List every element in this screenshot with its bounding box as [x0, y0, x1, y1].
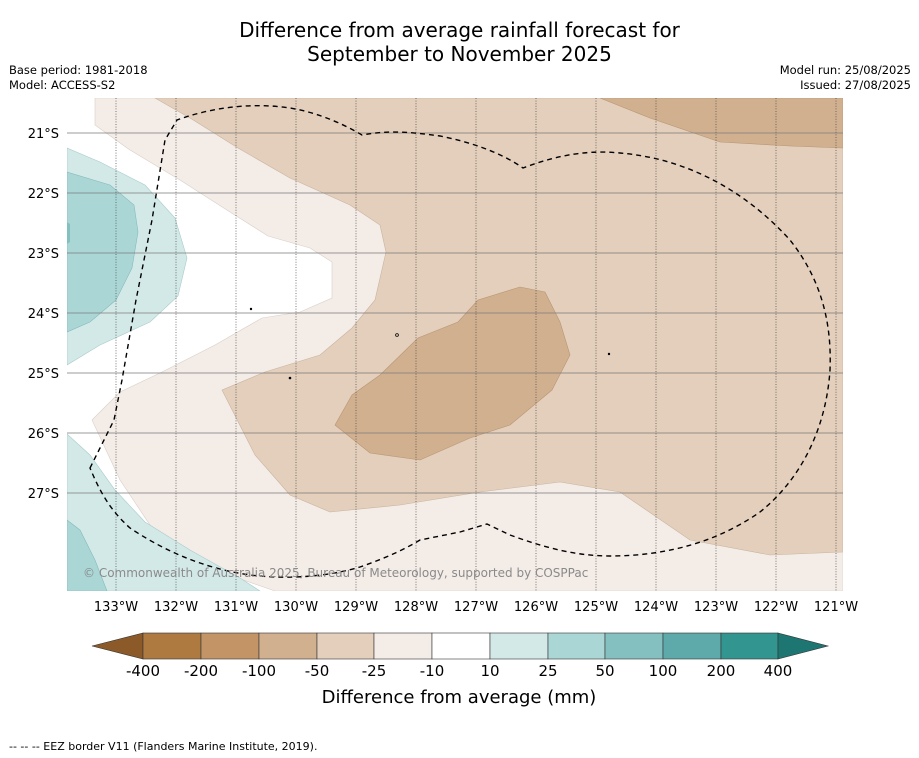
- colorbar-bin: [604, 632, 664, 660]
- title-line-1: Difference from average rainfall forecas…: [239, 18, 680, 42]
- model-run-text: Model run: 25/08/2025: [779, 63, 911, 77]
- colorbar-tick-label: 25: [538, 662, 557, 680]
- colorbar-bin: [258, 632, 318, 660]
- forecast-meta-left: Base period: 1981-2018 Model: ACCESS-S2: [9, 63, 148, 93]
- colorbar-tick-label: 100: [649, 662, 678, 680]
- colorbar-tick-label: -100: [242, 662, 276, 680]
- colorbar-bin: [547, 632, 606, 660]
- eez-border-note: -- -- -- EEZ border V11 (Flanders Marine…: [9, 740, 318, 753]
- colorbar-bin: [662, 632, 722, 660]
- contour-wet-25-50-southwest: [67, 519, 108, 591]
- map-area: © Commonwealth of Australia 2025, Bureau…: [67, 98, 843, 591]
- colorbar-bin: [373, 632, 433, 660]
- colorbar-tick-label: -400: [126, 662, 160, 680]
- colorbar-tick-label: -200: [184, 662, 218, 680]
- model-text: Model: ACCESS-S2: [9, 78, 116, 92]
- lon-label: 130°W: [274, 600, 318, 615]
- colorbar-tick-label: -25: [362, 662, 387, 680]
- title-line-2: September to November 2025: [307, 42, 612, 66]
- colorbar-bin: [200, 632, 260, 660]
- lat-label: 24°S: [28, 307, 59, 322]
- latitude-labels: 21°S 22°S 23°S 24°S 25°S 26°S 27°S: [28, 127, 59, 502]
- colorbar-tick-label: 200: [707, 662, 736, 680]
- colorbar-bin: [720, 632, 779, 660]
- colorbar-tick-label: -10: [420, 662, 445, 680]
- colorbar: -400 -200 -100 -50 -25 -10 10 25 50 100 …: [91, 632, 830, 708]
- lon-label: 129°W: [334, 600, 378, 615]
- colorbar-tick-label: 50: [595, 662, 614, 680]
- lat-label: 22°S: [28, 187, 59, 202]
- longitude-gridlines: [115, 98, 837, 591]
- lon-label: 122°W: [754, 600, 798, 615]
- latitude-gridlines: [67, 132, 843, 494]
- contour-dry-50-100-center: [334, 286, 571, 461]
- colorbar-tick-label: 400: [764, 662, 793, 680]
- lon-label: 121°W: [814, 600, 858, 615]
- contour-wet-25-50-west: [67, 171, 139, 333]
- lon-label: 124°W: [634, 600, 678, 615]
- colorbar-tick-labels: -400 -200 -100 -50 -25 -10 10 25 50 100 …: [126, 662, 792, 680]
- colorbar-bin: [316, 632, 375, 660]
- colorbar-bins: [142, 632, 779, 660]
- colorbar-bin: [431, 632, 491, 660]
- colorbar-tick-label: 10: [480, 662, 499, 680]
- lon-label: 126°W: [514, 600, 558, 615]
- contour-wet-10-25-southwest: [67, 433, 261, 591]
- lon-label: 128°W: [394, 600, 438, 615]
- lon-label: 127°W: [454, 600, 498, 615]
- colorbar-tick-label: -50: [305, 662, 330, 680]
- lon-label: 133°W: [94, 600, 138, 615]
- contour-wet-50-100-sliver: [67, 222, 70, 244]
- lat-label: 23°S: [28, 247, 59, 262]
- colorbar-bin: [489, 632, 549, 660]
- colorbar-bin: [142, 632, 202, 660]
- island-markers: [249, 307, 611, 380]
- colorbar-title: Difference from average (mm): [322, 687, 597, 708]
- lat-label: 21°S: [28, 127, 59, 142]
- lat-label: 26°S: [28, 427, 59, 442]
- longitude-labels: 133°W 132°W 131°W 130°W 129°W 128°W 127°…: [94, 600, 858, 615]
- lat-label: 25°S: [28, 367, 59, 382]
- lon-label: 123°W: [694, 600, 738, 615]
- lon-label: 132°W: [154, 600, 198, 615]
- copyright-credit: © Commonwealth of Australia 2025, Bureau…: [83, 566, 588, 580]
- map-title: Difference from average rainfall forecas…: [0, 18, 919, 66]
- lon-label: 131°W: [214, 600, 258, 615]
- issued-text: Issued: 27/08/2025: [800, 78, 911, 92]
- contour-dry-50-100-northeast: [599, 98, 843, 149]
- lat-label: 27°S: [28, 487, 59, 502]
- base-period-text: Base period: 1981-2018: [9, 63, 148, 77]
- colorbar-high-arrow: [777, 632, 830, 660]
- lon-label: 125°W: [574, 600, 618, 615]
- eez-border-line: [89, 104, 831, 578]
- forecast-meta-right: Model run: 25/08/2025 Issued: 27/08/2025: [780, 63, 911, 93]
- colorbar-low-arrow: [91, 632, 144, 660]
